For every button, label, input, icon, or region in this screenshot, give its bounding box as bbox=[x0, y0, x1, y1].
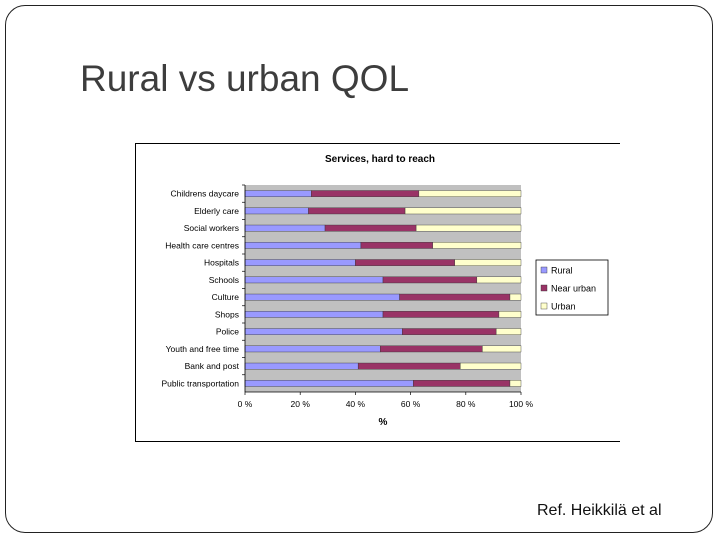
category-label: Childrens daycare bbox=[170, 189, 239, 199]
category-labels: Childrens daycare Elderly care Social work… bbox=[162, 189, 240, 389]
bar-near-urban-10 bbox=[357, 362, 461, 370]
axes-group bbox=[242, 184, 522, 395]
bar-near-urban-6 bbox=[399, 293, 511, 301]
bar-urban-0 bbox=[418, 190, 522, 197]
bar-urban-7 bbox=[498, 311, 522, 318]
bar-near-urban-1 bbox=[308, 207, 406, 215]
bar-urban-10 bbox=[460, 362, 522, 370]
plot-area bbox=[245, 185, 521, 392]
legend-label: Near urban bbox=[551, 284, 596, 294]
category-label: Police bbox=[216, 327, 239, 337]
bar-urban-1 bbox=[404, 207, 522, 215]
bar-rural-1 bbox=[244, 207, 309, 215]
category-label: Bank and post bbox=[185, 361, 240, 371]
bar-urban-9 bbox=[482, 345, 522, 353]
legend: Rural Near urban Urban bbox=[535, 259, 609, 316]
bar-urban-2 bbox=[415, 224, 522, 232]
bar-rural-3 bbox=[244, 242, 362, 249]
x-axis-label: % bbox=[379, 417, 388, 428]
legend-label: Urban bbox=[551, 302, 576, 312]
bars-group bbox=[244, 190, 522, 387]
bar-near-urban-2 bbox=[324, 224, 417, 232]
category-label: Culture bbox=[212, 292, 240, 302]
chart: Services, hard to reach Childrens daycar… bbox=[135, 143, 620, 442]
bar-urban-11 bbox=[509, 380, 522, 387]
x-tick-label: 100 % bbox=[509, 399, 534, 409]
bar-urban-3 bbox=[432, 242, 522, 249]
legend-box bbox=[535, 259, 609, 316]
bar-near-urban-8 bbox=[402, 328, 497, 335]
bar-near-urban-11 bbox=[413, 380, 511, 387]
bar-rural-4 bbox=[244, 259, 356, 266]
reference-note: Ref. Heikkilä et al bbox=[537, 502, 662, 519]
chart-title: Services, hard to reach bbox=[325, 154, 435, 165]
category-label: Hospitals bbox=[204, 258, 239, 268]
chart-svg: Services, hard to reach Childrens daycar… bbox=[135, 143, 620, 442]
bar-urban-4 bbox=[454, 259, 522, 266]
bar-rural-7 bbox=[244, 311, 384, 318]
bar-rural-2 bbox=[244, 224, 326, 232]
category-label: Health care centres bbox=[165, 240, 239, 250]
bar-rural-8 bbox=[244, 328, 403, 335]
x-tick-label: 20 % bbox=[291, 399, 311, 409]
bar-near-urban-0 bbox=[311, 190, 420, 197]
category-label: Public transportation bbox=[162, 378, 240, 388]
bar-near-urban-9 bbox=[380, 345, 483, 353]
bar-rural-6 bbox=[244, 293, 400, 301]
bar-urban-5 bbox=[476, 276, 522, 284]
category-label: Shops bbox=[215, 309, 239, 319]
category-label: Social workers bbox=[184, 223, 239, 233]
x-tick-labels: 0 % 20 % 40 % 60 % 80 % 100 % bbox=[238, 399, 534, 409]
category-label: Elderly care bbox=[194, 206, 239, 216]
bar-near-urban-5 bbox=[382, 276, 478, 284]
bar-near-urban-3 bbox=[360, 242, 433, 249]
bar-rural-9 bbox=[244, 345, 381, 353]
slide-title: Rural vs urban QOL bbox=[80, 58, 410, 99]
category-label: Youth and free time bbox=[166, 344, 240, 354]
slide-frame bbox=[5, 5, 713, 533]
bar-rural-11 bbox=[244, 380, 414, 387]
x-tick-label: 60 % bbox=[401, 399, 421, 409]
legend-label: Rural bbox=[551, 266, 573, 276]
bar-near-urban-4 bbox=[355, 259, 455, 266]
x-tick-label: 40 % bbox=[346, 399, 366, 409]
bar-near-urban-7 bbox=[382, 311, 500, 318]
legend-swatch-urban bbox=[540, 302, 548, 310]
category-label: Schools bbox=[209, 275, 239, 285]
bar-rural-10 bbox=[244, 362, 359, 370]
legend-swatch-near-urban bbox=[540, 284, 548, 292]
bar-urban-6 bbox=[509, 293, 522, 301]
bar-rural-5 bbox=[244, 276, 384, 284]
x-tick-label: 0 % bbox=[238, 399, 253, 409]
bar-urban-8 bbox=[495, 328, 522, 335]
x-tick-label: 80 % bbox=[456, 399, 476, 409]
bar-rural-0 bbox=[244, 190, 312, 197]
legend-swatch-rural bbox=[540, 266, 548, 274]
